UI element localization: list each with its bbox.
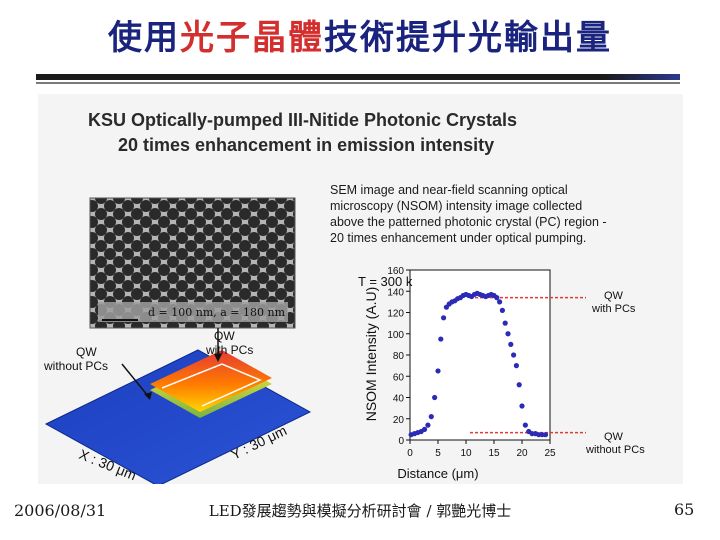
- data-point: [502, 320, 508, 326]
- y-tick-label: 20: [393, 415, 405, 426]
- data-point: [519, 403, 525, 409]
- data-point: [425, 422, 431, 428]
- data-point: [511, 352, 517, 358]
- data-point: [435, 368, 441, 374]
- data-point: [438, 336, 444, 342]
- footer-date: 2006/08/31: [14, 501, 107, 520]
- data-point: [542, 432, 549, 438]
- y-tick-label: 160: [387, 266, 404, 277]
- figure-panel: KSU Optically-pumped III-Nitide Photonic…: [38, 94, 683, 487]
- data-point: [505, 331, 511, 337]
- y-tick-label: 120: [387, 309, 404, 320]
- x-tick-label: 10: [460, 448, 472, 459]
- chart-annotation: T = 300 k: [358, 274, 413, 289]
- title-rule-thin: [36, 82, 680, 84]
- x-tick-label: 25: [544, 448, 556, 459]
- x-tick-label: 20: [516, 448, 528, 459]
- right-qw-with-1: QW: [604, 290, 624, 302]
- data-point: [522, 422, 528, 428]
- right-qw-with-2: with PCs: [591, 303, 636, 315]
- qw-without-label-1: QW: [76, 345, 97, 359]
- desc-line-1: SEM image and near-field scanning optica…: [330, 183, 568, 197]
- title-rule: [36, 74, 680, 80]
- data-point: [432, 394, 438, 401]
- title-part-3: 技術提升光輸出量: [324, 18, 612, 58]
- figure-heading-1: KSU Optically-pumped III-Nitide Photonic…: [88, 110, 517, 130]
- chart-x-label: Distance (μm): [397, 466, 478, 481]
- qw-without-arrow: [121, 363, 149, 397]
- data-point: [428, 414, 434, 420]
- data-point: [497, 299, 503, 305]
- footer-center: LED發展趨勢與模擬分析研討會 / 郭艷光博士: [208, 502, 512, 520]
- qw-with-label-2: with PCs: [205, 343, 253, 357]
- x-tick-label: 0: [407, 448, 413, 459]
- y-tick-label: 100: [387, 330, 404, 341]
- right-qw-without-2: without PCs: [585, 444, 645, 456]
- y-tick-label: 80: [393, 351, 405, 362]
- sem-caption: d = 100 nm, a = 180 nm: [148, 306, 286, 319]
- y-tick-label: 0: [398, 436, 404, 447]
- data-point: [421, 426, 428, 432]
- desc-line-2: microscopy (NSOM) intensity image collec…: [330, 199, 582, 213]
- data-point: [494, 295, 500, 301]
- data-point: [516, 382, 522, 388]
- y-tick-label: 40: [393, 394, 405, 405]
- qw-without-label-2: without PCs: [43, 359, 108, 373]
- x-tick-label: 15: [488, 448, 500, 459]
- title-part-2: 光子晶體: [180, 18, 324, 58]
- desc-line-4: 20 times enhancement under optical pumpi…: [330, 231, 586, 245]
- figure-svg: KSU Optically-pumped III-Nitide Photonic…: [43, 110, 645, 487]
- x-tick-label: 5: [435, 448, 441, 459]
- footer-page-number: 65: [674, 500, 695, 519]
- desc-line-3: above the patterned photonic crystal (PC…: [330, 215, 607, 229]
- nsom-3d-plot: [44, 328, 312, 487]
- sem-image: d = 100 nm, a = 180 nm: [89, 197, 296, 329]
- data-point: [499, 307, 505, 313]
- data-point: [513, 363, 519, 369]
- intensity-chart: 0 20 40 60 80 100 120 140 160 0 5 10 15 20 25: [387, 266, 586, 459]
- data-point: [441, 315, 447, 321]
- chart-y-label: NSOM Intensity (A.U): [363, 287, 379, 422]
- data-point: [508, 341, 514, 347]
- right-qw-without-1: QW: [604, 431, 624, 443]
- figure-heading-2: 20 times enhancement in emission intensi…: [118, 135, 494, 155]
- title-part-1: 使用: [108, 18, 180, 58]
- qw-with-label-1: QW: [214, 329, 235, 343]
- slide-title: 使用光子晶體技術提升光輸出量: [0, 18, 720, 58]
- y-tick-label: 140: [387, 287, 404, 298]
- y-tick-label: 60: [393, 372, 405, 383]
